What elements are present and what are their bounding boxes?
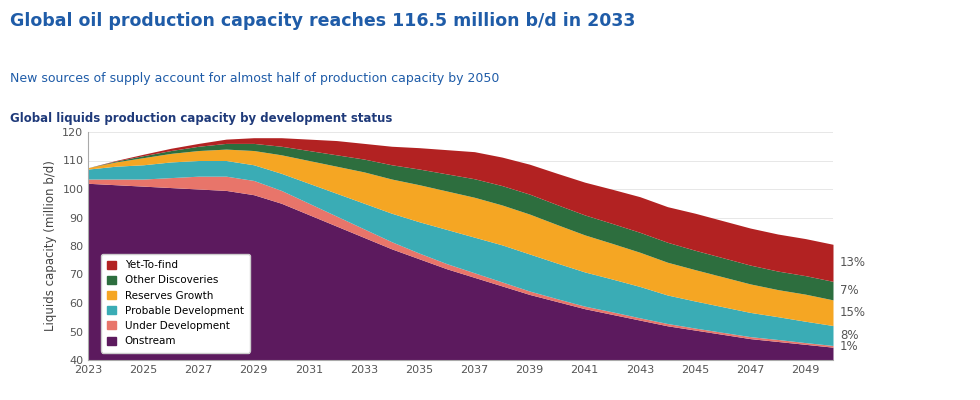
Legend: Yet-To-find, Other Discoveries, Reserves Growth, Probable Development, Under Dev: Yet-To-find, Other Discoveries, Reserves… — [101, 254, 250, 352]
Text: Global liquids production capacity by development status: Global liquids production capacity by de… — [10, 112, 392, 125]
Text: 7%: 7% — [840, 284, 858, 297]
Text: 13%: 13% — [840, 256, 866, 269]
Text: New sources of supply account for almost half of production capacity by 2050: New sources of supply account for almost… — [10, 72, 499, 85]
Y-axis label: Liquids capacity (million b/d): Liquids capacity (million b/d) — [44, 160, 57, 332]
Text: Global oil production capacity reaches 116.5 million b/d in 2033: Global oil production capacity reaches 1… — [10, 12, 635, 30]
Text: 1%: 1% — [840, 340, 858, 353]
Text: 15%: 15% — [840, 306, 866, 319]
Text: 8%: 8% — [840, 329, 858, 342]
